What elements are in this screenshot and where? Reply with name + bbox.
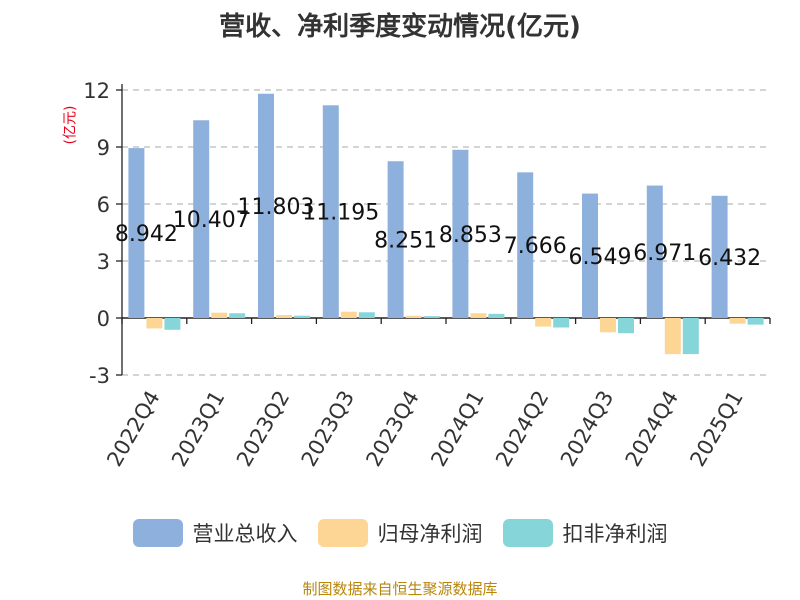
bar-revenue xyxy=(387,161,404,318)
legend-swatch-revenue xyxy=(132,519,183,547)
bar-net-profit xyxy=(600,318,616,333)
bar-net-profit xyxy=(276,314,292,318)
bar-deducted-profit xyxy=(229,313,246,318)
bar-deducted-profit xyxy=(358,312,375,318)
data-label: 8.251 xyxy=(374,229,437,254)
x-tick-label: 2023Q4 xyxy=(361,387,423,471)
x-tick-label: 2025Q1 xyxy=(685,387,747,471)
chart-title: 营收、净利季度变动情况(亿元) xyxy=(219,12,581,42)
bar-net-profit xyxy=(535,318,552,327)
legend-label-net-profit: 归母净利润 xyxy=(377,522,483,546)
x-tick-label: 2023Q3 xyxy=(297,387,359,471)
legend-item-revenue[interactable]: 营业总收入 xyxy=(132,518,298,548)
bar-net-profit xyxy=(405,315,422,318)
legend-swatch-net-profit xyxy=(317,519,368,547)
data-source-note: 制图数据来自恒生聚源数据库 xyxy=(302,580,498,598)
data-label: 10.407 xyxy=(173,208,250,233)
bar-deducted-profit xyxy=(682,318,699,355)
x-tick-label: 2023Q2 xyxy=(232,387,294,471)
bar-deducted-profit xyxy=(488,313,505,318)
legend-label-deducted-profit: 扣非净利润 xyxy=(562,522,668,546)
bar-revenue xyxy=(258,93,274,318)
x-tick-label: 2022Q4 xyxy=(102,387,164,471)
x-tick-label: 2024Q2 xyxy=(491,387,553,471)
y-tick-label: 12 xyxy=(83,79,110,103)
bar-revenue xyxy=(711,195,728,318)
bar-revenue xyxy=(582,193,598,318)
x-tick-label: 2024Q4 xyxy=(621,387,683,471)
bar-deducted-profit xyxy=(618,318,634,334)
bar-net-profit xyxy=(146,318,163,329)
data-label: 8.853 xyxy=(439,223,502,248)
legend-swatch-deducted-profit xyxy=(502,519,553,547)
legend-item-deducted-profit[interactable]: 扣非净利润 xyxy=(502,518,668,548)
legend-label-revenue: 营业总收入 xyxy=(192,522,298,546)
legend-item-net-profit[interactable]: 归母净利润 xyxy=(317,518,483,548)
y-tick-label: 9 xyxy=(97,136,110,160)
y-tick-label: -3 xyxy=(89,364,110,388)
x-tick-label: 2023Q1 xyxy=(167,387,229,471)
data-label: 6.432 xyxy=(698,246,761,271)
bar-deducted-profit xyxy=(423,316,440,318)
bar-deducted-profit xyxy=(747,318,764,325)
bar-revenue xyxy=(322,105,339,318)
data-label: 6.549 xyxy=(569,245,632,270)
bar-net-profit xyxy=(340,311,357,318)
y-tick-label: 0 xyxy=(97,307,110,331)
data-label: 7.666 xyxy=(504,234,567,259)
bar-revenue xyxy=(646,185,663,318)
bar-net-profit xyxy=(470,313,487,318)
bar-net-profit xyxy=(664,318,681,355)
bar-revenue xyxy=(517,172,534,318)
bar-revenue xyxy=(128,148,145,318)
bar-deducted-profit xyxy=(553,318,570,328)
bar-net-profit xyxy=(729,318,746,324)
data-label: 6.971 xyxy=(633,241,696,266)
y-tick-label: 6 xyxy=(97,193,110,217)
bar-deducted-profit xyxy=(164,318,181,330)
legend: 营业总收入 归母净利润 扣非净利润 xyxy=(0,518,800,548)
x-tick-label: 2024Q3 xyxy=(556,387,618,471)
y-tick-label: 3 xyxy=(97,250,110,274)
data-label: 11.803 xyxy=(238,195,315,220)
bar-revenue xyxy=(193,120,210,318)
bar-revenue xyxy=(452,149,469,318)
x-tick-label: 2024Q1 xyxy=(426,387,488,471)
bar-deducted-profit xyxy=(294,315,310,318)
data-label: 11.195 xyxy=(302,201,379,226)
bar-net-profit xyxy=(211,312,228,318)
data-label: 8.942 xyxy=(115,222,178,247)
